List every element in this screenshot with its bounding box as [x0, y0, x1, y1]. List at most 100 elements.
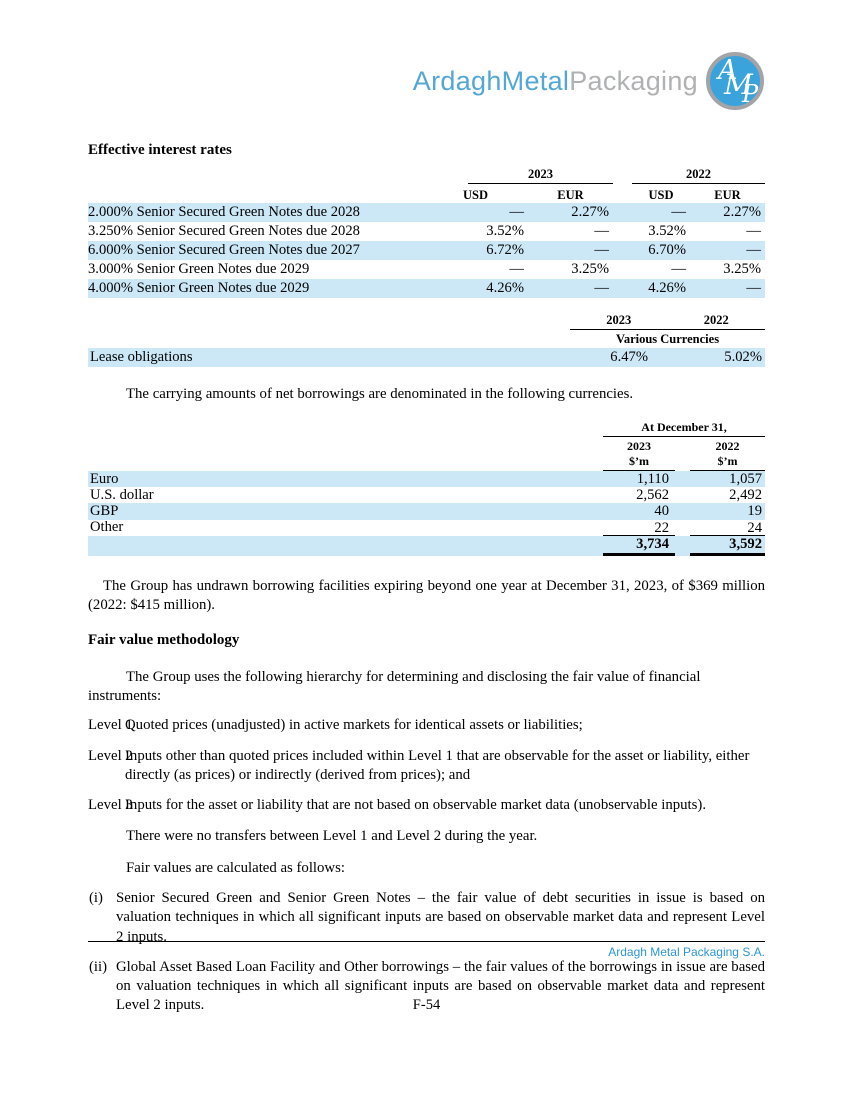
footer-rule: [88, 941, 765, 942]
page-footer: Ardagh Metal Packaging S.A.: [88, 941, 765, 959]
brand-wordmark-metal: Metal: [501, 65, 570, 96]
table-row: 3.250% Senior Secured Green Notes due 20…: [88, 222, 765, 241]
lease-obligations-table: 2023 2022 Various Currencies Lease oblig…: [88, 313, 765, 367]
paragraph-fair-values-intro: Fair values are calculated as follows:: [126, 860, 345, 877]
cell-2022: 24: [690, 520, 765, 536]
table-total-row: 3,734 3,592: [88, 535, 765, 556]
cell-eur-2023: —: [594, 280, 609, 296]
table-row: 6.000% Senior Secured Green Notes due 20…: [88, 241, 765, 260]
monogram-letter-p: P: [741, 80, 759, 108]
cell-2022: 2,492: [729, 487, 762, 504]
lease-subheader-row: Various Currencies: [88, 330, 765, 348]
col-header-eur-2023: EUR: [557, 187, 584, 202]
table-row: 2.000% Senior Secured Green Notes due 20…: [88, 203, 765, 222]
section-heading-fair-value-methodology: Fair value methodology: [88, 631, 240, 648]
cell-2023: 2,562: [636, 487, 669, 504]
level-1-text: Quoted prices (unadjusted) in active mar…: [125, 717, 583, 734]
level-3-text: Inputs for the asset or liability that a…: [125, 797, 707, 814]
table-row: Euro 1,110 1,057: [88, 470, 765, 488]
item-ii-text: Global Asset Based Loan Facility and Oth…: [116, 958, 765, 1014]
cell-2023: 1,110: [636, 470, 669, 487]
brand-wordmark-ardagh: Ardagh: [412, 65, 502, 96]
year-group-2022: 2022: [632, 167, 765, 184]
brand-wordmark: ArdaghMetalPackaging: [413, 66, 698, 97]
lease-year-2022: 2022: [703, 313, 729, 327]
paragraph-hierarchy-intro: The Group uses the following hierarchy f…: [88, 668, 701, 704]
row-label: 4.000% Senior Green Notes due 2029: [88, 280, 310, 296]
currencies-year-header-row: 2023 $’m 2022 $’m: [88, 439, 765, 471]
row-label: 6.000% Senior Secured Green Notes due 20…: [88, 242, 360, 258]
cell-usd-2022: 6.70%: [648, 242, 686, 258]
level-3-item: Level 3 Inputs for the asset or liabilit…: [88, 796, 765, 815]
cell-2023: 40: [654, 503, 669, 520]
cell-eur-2022: —: [746, 223, 761, 239]
cell-eur-2023: 2.27%: [571, 204, 609, 220]
year-2022: 2022: [715, 438, 740, 453]
cell-eur-2022: 2.27%: [723, 204, 761, 220]
item-i-label: (i): [89, 890, 103, 907]
row-label: Euro: [90, 470, 119, 487]
lease-year-header-row: 2023 2022: [88, 313, 765, 330]
row-label: Other: [90, 519, 124, 536]
brand-monogram-icon: A M P: [706, 52, 764, 110]
cell-usd-2023: 4.26%: [486, 280, 524, 296]
paragraph-carrying-amounts: The carrying amounts of net borrowings a…: [126, 386, 634, 402]
paragraph-no-transfers: There were no transfers between Level 1 …: [126, 828, 538, 845]
year-2023: 2023: [627, 438, 651, 453]
cell-2022: 1,057: [729, 470, 762, 487]
cell-eur-2023: 3.25%: [571, 261, 609, 277]
unit-2022: $’m: [717, 453, 738, 468]
level-3-label: Level 3: [88, 797, 133, 814]
row-label: 2.000% Senior Secured Green Notes due 20…: [88, 204, 360, 220]
item-i-text: Senior Secured Green and Senior Green No…: [116, 890, 765, 945]
lease-subheader: Various Currencies: [615, 332, 720, 346]
footer-company: Ardagh Metal Packaging S.A.: [608, 945, 765, 959]
unit-2023: $’m: [629, 453, 649, 468]
table-row: 4.000% Senior Green Notes due 2029 4.26%…: [88, 279, 765, 298]
effective-interest-rates-table: 2023 2022 USD EUR USD EUR 2.000% Senior …: [88, 167, 765, 298]
currencies-table: At December 31, 2023 $’m 2022 $’m Euro 1…: [88, 420, 765, 556]
brand-wordmark-packaging: Packaging: [569, 65, 698, 96]
cell-usd-2022: 4.26%: [648, 280, 686, 296]
cell-usd-2022: —: [671, 204, 686, 220]
year-group-2023: 2023: [468, 167, 613, 184]
level-2-text: Inputs other than quoted prices included…: [125, 747, 750, 783]
cell-usd-2022: —: [671, 261, 686, 277]
cell-usd-2023: 3.52%: [486, 223, 524, 239]
row-label: Lease obligations: [90, 349, 193, 365]
col-header-usd-2022: USD: [648, 187, 674, 202]
cell-usd-2022: 3.52%: [648, 223, 686, 239]
col-header-2023: 2023 $’m: [603, 439, 675, 471]
monogram-letter-m: M: [723, 68, 754, 101]
fair-value-item-i: (i) Senior Secured Green and Senior Gree…: [88, 889, 765, 947]
cell-2022: 5.02%: [724, 349, 762, 365]
total-2023: 3,734: [603, 536, 675, 556]
lease-year-2023: 2023: [606, 313, 632, 327]
monogram-letter-a: A: [715, 55, 738, 86]
level-2-item: Level 2 Inputs other than quoted prices …: [88, 747, 765, 785]
cell-eur-2023: —: [594, 242, 609, 258]
cell-2023: 6.47%: [610, 349, 648, 365]
row-label: GBP: [90, 502, 119, 519]
rates-year-header-row: 2023 2022: [88, 167, 765, 184]
cell-usd-2023: 6.72%: [486, 242, 524, 258]
cell-usd-2023: —: [509, 204, 524, 220]
paragraph-undrawn-facilities: The Group has undrawn borrowing faciliti…: [88, 577, 765, 613]
section-heading-effective-interest-rates: Effective interest rates: [88, 142, 232, 158]
cell-eur-2022: —: [746, 242, 761, 258]
table-row: Lease obligations 6.47% 5.02%: [88, 348, 765, 367]
col-header-eur-2022: EUR: [714, 187, 741, 202]
currencies-date-header: At December 31,: [88, 420, 765, 437]
item-ii-label: (ii): [89, 958, 108, 975]
table-row: 3.000% Senior Green Notes due 2029 — 3.2…: [88, 260, 765, 279]
row-label: 3.250% Senior Secured Green Notes due 20…: [88, 223, 360, 239]
table-row: U.S. dollar 2,562 2,492: [88, 487, 765, 503]
rates-currency-header-row: USD EUR USD EUR: [88, 184, 765, 203]
table-row: GBP 40 19: [88, 502, 765, 520]
brand-logo: ArdaghMetalPackaging A M P: [88, 50, 765, 112]
at-december-31-label: At December 31,: [603, 420, 765, 437]
page-number: F-54: [412, 997, 441, 1013]
cell-usd-2023: —: [509, 261, 524, 277]
cell-2023: 22: [603, 520, 675, 536]
